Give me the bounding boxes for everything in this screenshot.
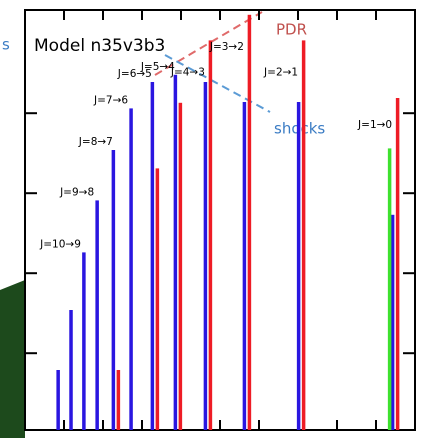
bar	[69, 310, 73, 430]
category-label: J=8→7	[78, 136, 113, 148]
bar	[390, 214, 395, 430]
bar	[247, 14, 252, 431]
pdr-line	[154, 11, 263, 76]
bar	[395, 98, 400, 430]
bar	[116, 370, 121, 430]
category-label: J=4→3	[170, 66, 205, 78]
bar	[155, 168, 160, 430]
background-image	[0, 280, 25, 438]
bar	[173, 74, 178, 431]
chart-title: Model n35v3b3	[34, 36, 165, 56]
bar	[111, 150, 116, 430]
category-label: J=6→5	[117, 68, 152, 80]
edge-text: s	[2, 36, 10, 54]
bar	[203, 82, 208, 430]
pdr-label: PDR	[276, 21, 307, 39]
category-label: J=3→2	[209, 41, 244, 53]
bar	[95, 200, 99, 430]
category-label: J=5→4	[140, 61, 175, 73]
category-label: J=2→1	[263, 66, 298, 78]
bar	[296, 102, 301, 430]
category-label: J=1→0	[357, 119, 392, 131]
bar	[129, 108, 133, 431]
bar	[242, 102, 247, 430]
bar	[208, 40, 213, 431]
category-label: J=7→6	[93, 94, 128, 106]
bar	[178, 102, 183, 431]
shock-line	[164, 54, 271, 113]
category-label: J=10→9	[39, 238, 81, 250]
category-label: J=9→8	[59, 186, 94, 198]
bar	[387, 148, 392, 430]
plot-frame	[24, 9, 416, 431]
bar	[150, 82, 155, 430]
bar	[301, 40, 306, 431]
bar	[82, 252, 86, 430]
bar	[56, 370, 60, 430]
